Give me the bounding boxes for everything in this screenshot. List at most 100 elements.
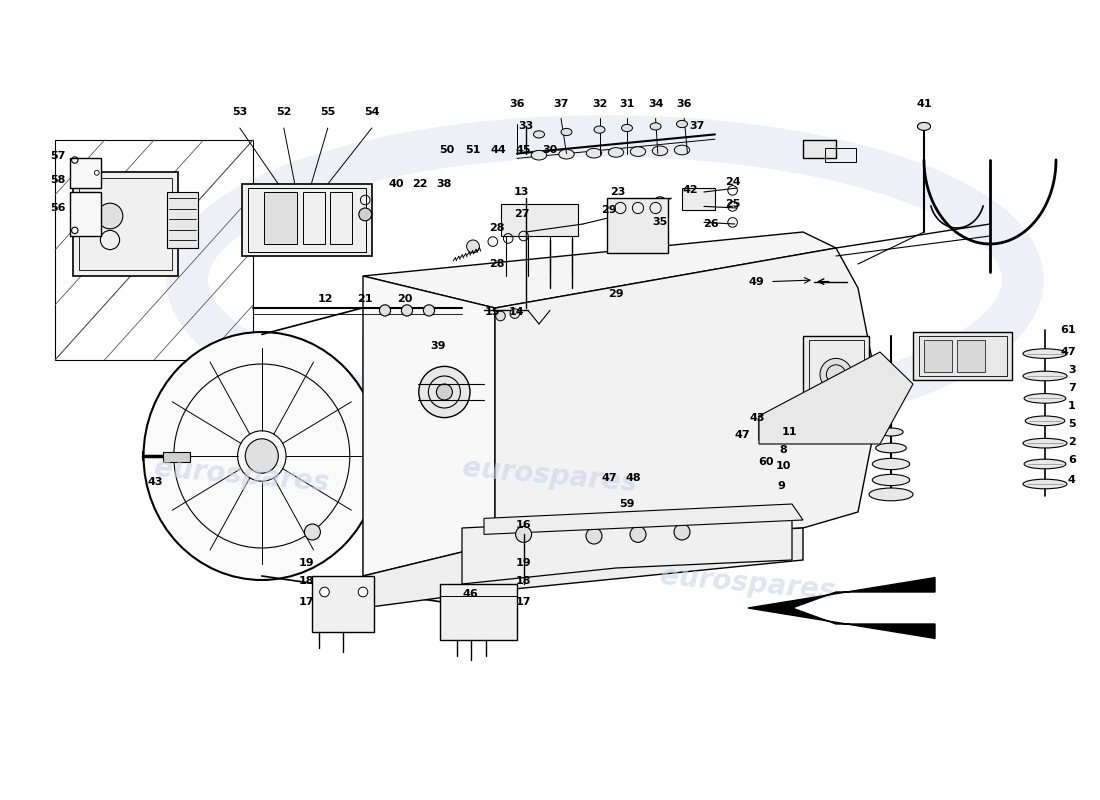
Bar [167, 192, 198, 248]
Ellipse shape [879, 428, 903, 436]
Ellipse shape [876, 443, 906, 453]
Polygon shape [363, 528, 803, 608]
Circle shape [620, 205, 634, 218]
Bar [302, 192, 324, 244]
Text: eurospares: eurospares [659, 562, 837, 606]
Text: 6: 6 [1068, 455, 1076, 465]
Bar [79, 178, 172, 270]
Polygon shape [440, 584, 517, 640]
Text: 41: 41 [916, 99, 932, 109]
Text: 29: 29 [608, 290, 624, 299]
Text: 36: 36 [676, 99, 692, 109]
Bar [808, 340, 864, 412]
Text: 7: 7 [1068, 383, 1076, 393]
Text: 28: 28 [490, 223, 505, 233]
Ellipse shape [674, 146, 690, 154]
Text: 26: 26 [703, 219, 718, 229]
Polygon shape [462, 512, 792, 584]
Polygon shape [363, 232, 836, 308]
Polygon shape [759, 352, 913, 444]
Text: 43: 43 [147, 477, 163, 486]
Text: 19: 19 [299, 558, 315, 568]
Text: 27: 27 [514, 210, 529, 219]
Circle shape [305, 524, 320, 540]
Text: 51: 51 [465, 146, 481, 155]
Text: 37: 37 [553, 99, 569, 109]
Circle shape [424, 305, 434, 316]
Text: 19: 19 [516, 558, 531, 568]
Bar [163, 452, 190, 462]
Text: 13: 13 [514, 187, 529, 197]
Ellipse shape [917, 122, 931, 130]
Circle shape [773, 420, 789, 436]
Circle shape [674, 524, 690, 540]
Polygon shape [312, 576, 374, 632]
Circle shape [379, 305, 390, 316]
Text: 8: 8 [779, 445, 788, 454]
Text: eurospares: eurospares [461, 454, 639, 498]
Text: 9: 9 [777, 482, 785, 491]
Ellipse shape [1024, 459, 1066, 469]
Text: 10: 10 [776, 461, 791, 470]
Text: 47: 47 [1060, 347, 1076, 357]
Ellipse shape [1024, 394, 1066, 403]
Ellipse shape [650, 122, 661, 130]
Text: 47: 47 [735, 430, 750, 440]
Circle shape [437, 384, 452, 400]
Text: 17: 17 [516, 597, 531, 606]
Ellipse shape [245, 438, 278, 473]
Ellipse shape [534, 130, 544, 138]
Text: eurospares: eurospares [153, 454, 331, 498]
Bar [264, 192, 297, 244]
Circle shape [466, 240, 480, 253]
Text: 39: 39 [430, 341, 446, 350]
Bar [70, 192, 101, 236]
Text: 60: 60 [758, 458, 773, 467]
Text: 53: 53 [232, 107, 248, 117]
Text: 21: 21 [358, 294, 373, 304]
Circle shape [402, 305, 412, 316]
Ellipse shape [143, 332, 381, 580]
Text: 35: 35 [652, 218, 668, 227]
Circle shape [630, 526, 646, 542]
Text: 40: 40 [388, 179, 404, 189]
Text: 25: 25 [725, 199, 740, 209]
Text: 61: 61 [1060, 325, 1076, 334]
Ellipse shape [594, 126, 605, 134]
Polygon shape [495, 248, 880, 544]
Polygon shape [748, 578, 935, 638]
Circle shape [419, 366, 470, 418]
Ellipse shape [531, 150, 547, 160]
Text: 14: 14 [509, 307, 525, 317]
Circle shape [496, 311, 505, 321]
Polygon shape [363, 276, 495, 576]
Text: 31: 31 [619, 99, 635, 109]
Text: 43: 43 [749, 413, 764, 422]
Text: 18: 18 [516, 576, 531, 586]
Text: 54: 54 [364, 107, 380, 117]
Text: 30: 30 [542, 146, 558, 155]
Bar [825, 148, 856, 162]
Circle shape [359, 208, 372, 221]
Text: 56: 56 [51, 203, 66, 213]
Text: 49: 49 [749, 277, 764, 286]
Text: 37: 37 [690, 122, 705, 131]
Circle shape [359, 587, 367, 597]
Text: 18: 18 [299, 576, 315, 586]
Circle shape [510, 309, 519, 318]
Text: 28: 28 [490, 259, 505, 269]
Text: 11: 11 [782, 427, 797, 437]
Ellipse shape [559, 150, 574, 159]
Text: 4: 4 [1068, 475, 1076, 485]
Text: 42: 42 [683, 186, 698, 195]
Text: 34: 34 [648, 99, 663, 109]
Text: 45: 45 [516, 146, 531, 155]
Bar [330, 192, 352, 244]
Bar [73, 172, 178, 276]
Text: 20: 20 [397, 294, 412, 304]
Circle shape [320, 587, 329, 597]
Bar [924, 340, 952, 372]
Bar [803, 140, 836, 158]
Circle shape [828, 420, 844, 436]
Text: 2: 2 [1068, 437, 1076, 446]
